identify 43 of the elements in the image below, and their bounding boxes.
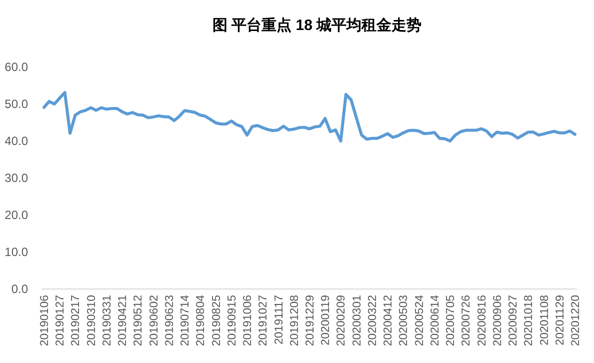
- x-tick-label: 20200705: [445, 295, 458, 346]
- x-tick-label: 20200119: [320, 295, 332, 346]
- x-tick-label: 20190602: [148, 295, 160, 346]
- x-tick-label: 20191027: [258, 295, 270, 346]
- x-tick-label: 20190512: [132, 295, 145, 346]
- x-tick-label: 20190106: [39, 295, 51, 346]
- x-tick-label: 20201129: [554, 295, 566, 346]
- y-tick-label: 30.0: [4, 171, 28, 185]
- y-tick-label: 0.0: [11, 282, 28, 296]
- x-tick-label: 20200301: [351, 295, 364, 346]
- x-tick-label: 20190217: [70, 295, 82, 346]
- y-tick-label: 50.0: [4, 97, 28, 111]
- x-tick-label: 20200614: [429, 294, 442, 346]
- x-tick-label: 20190804: [195, 294, 208, 346]
- x-tick-label: 20200524: [414, 294, 426, 346]
- x-tick-label: 20200412: [382, 295, 395, 346]
- x-tick-label: 20190421: [117, 295, 130, 346]
- x-tick-label: 20201108: [538, 295, 551, 346]
- x-tick-label: 20191208: [288, 295, 301, 346]
- x-tick-label: 20190127: [54, 295, 67, 346]
- y-tick-label: 10.0: [4, 245, 28, 259]
- x-tick-label: 20200927: [508, 295, 520, 346]
- y-tick-label: 60.0: [4, 60, 28, 74]
- x-tick-label: 20190915: [226, 295, 238, 346]
- x-tick-label: 20200209: [336, 295, 348, 346]
- x-tick-label: 20201018: [523, 295, 536, 346]
- x-tick-label: 20191006: [242, 295, 254, 346]
- y-tick-label: 20.0: [4, 208, 28, 222]
- x-tick-label: 20190331: [101, 295, 114, 346]
- x-tick-label: 20200726: [460, 295, 473, 346]
- x-tick-label: 20200906: [492, 295, 504, 346]
- x-tick-label: 20200322: [366, 295, 379, 346]
- chart-title: 图 平台重点 18 城平均租金走势: [212, 17, 422, 34]
- x-tick-label: 20200503: [398, 295, 410, 346]
- x-tick-label: 20190310: [86, 295, 98, 346]
- x-tick-label: 20190623: [164, 295, 176, 346]
- x-tick-label: 20190714: [180, 294, 192, 346]
- x-tick-label: 20191117: [273, 295, 286, 344]
- x-tick-label: 20191229: [304, 295, 316, 346]
- x-tick-label: 20201220: [570, 295, 582, 346]
- y-tick-label: 40.0: [4, 134, 28, 148]
- x-tick-label: 20200816: [476, 295, 488, 346]
- x-tick-label: 20190825: [210, 295, 223, 346]
